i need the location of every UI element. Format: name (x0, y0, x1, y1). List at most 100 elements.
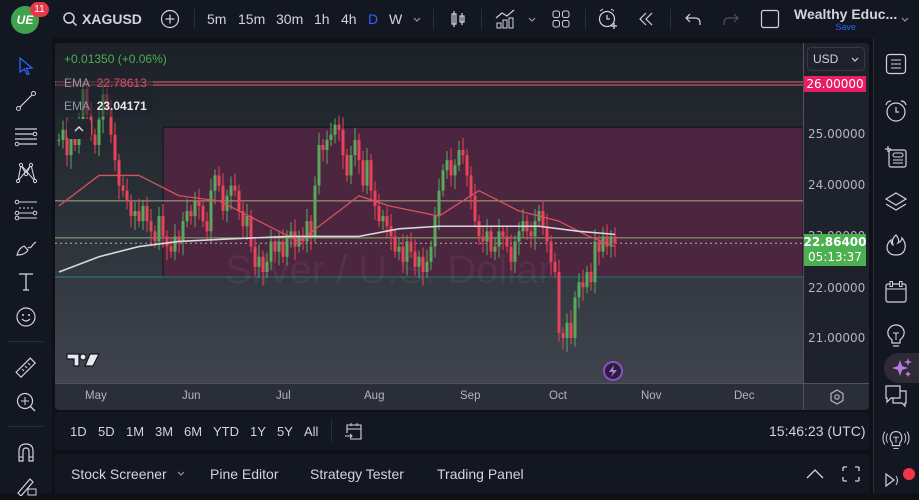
month-label: May (85, 390, 107, 402)
chart-settings-button[interactable] (804, 384, 869, 410)
go-to-date-button[interactable] (344, 412, 364, 450)
magnet-tool[interactable] (12, 438, 40, 466)
date-range-bar: 1D 5D 1M 3M 6M YTD 1Y 5Y All 15:46:23 (U… (55, 412, 869, 450)
cursor-tool[interactable] (12, 52, 40, 80)
divider (670, 9, 671, 29)
lock-drawings-tool[interactable] (12, 472, 40, 500)
tab-strategy-tester[interactable]: Strategy Tester (310, 465, 404, 482)
chart-area[interactable]: Silver / U.S. Dollar +0.01350 (+0.06%) E… (55, 43, 869, 410)
data-window-button[interactable] (882, 143, 910, 171)
text-tool[interactable] (12, 268, 40, 296)
range-ytd[interactable]: YTD (213, 423, 239, 439)
calendar-button[interactable] (882, 278, 910, 306)
media-player-button[interactable] (882, 466, 910, 494)
tab-stock-screener[interactable]: Stock Screener (71, 454, 185, 493)
interval-d[interactable]: D (368, 11, 379, 27)
event-marker[interactable] (603, 361, 623, 381)
undo-icon (685, 13, 701, 25)
utc-clock[interactable]: 15:46:23 (UTC) (769, 423, 866, 439)
price-label: 21.00000 (808, 331, 866, 345)
interval-w[interactable]: W (389, 11, 403, 27)
alert-button[interactable] (597, 0, 619, 38)
rewind-icon (639, 12, 653, 26)
layout-dropdown[interactable] (900, 0, 910, 38)
time-axis[interactable] (55, 384, 803, 410)
range-1y[interactable]: 1Y (250, 423, 266, 439)
redo-button[interactable] (722, 0, 740, 38)
save-button[interactable]: Save (835, 21, 856, 32)
calendar-icon (885, 281, 907, 303)
price-label: 22.00000 (808, 281, 866, 295)
broadcast-bulb-icon (882, 431, 910, 449)
symbol-search[interactable]: XAGUSD (62, 0, 142, 38)
interval-30m[interactable]: 30m (276, 11, 304, 27)
fib-tool[interactable] (12, 196, 40, 224)
ai-assistant-button[interactable] (884, 353, 919, 383)
alerts-button[interactable] (882, 97, 910, 125)
notification-badge: 11 (30, 2, 49, 17)
maximize-panel-button[interactable] (842, 454, 860, 493)
interval-5m[interactable]: 5m (207, 11, 227, 27)
tab-pine-editor[interactable]: Pine Editor (210, 465, 279, 482)
tab-label: Stock Screener (71, 465, 167, 482)
price-chart[interactable]: Silver / U.S. Dollar (55, 43, 869, 410)
tab-trading-panel[interactable]: Trading Panel (437, 465, 524, 482)
compare-button[interactable] (160, 0, 180, 38)
drawing-toolbar (0, 38, 52, 496)
candles-icon (451, 11, 465, 27)
ruler-icon (15, 357, 37, 379)
layout-name-menu[interactable]: Wealthy Educ... Save (794, 0, 897, 38)
undo-button[interactable] (684, 0, 702, 38)
ema-fast-legend[interactable]: EMA 22.78613 (64, 76, 147, 90)
ema-slow-legend[interactable]: EMA 23.04171 (64, 99, 147, 113)
replay-button[interactable] (637, 0, 655, 38)
indicators-button[interactable] (494, 0, 516, 38)
brush-tool[interactable] (12, 233, 40, 261)
range-5d[interactable]: 5D (98, 423, 115, 439)
chevron-down-icon (413, 17, 421, 22)
lightbulb-icon (887, 324, 905, 347)
ema-slow-value: 23.04171 (96, 99, 147, 113)
range-6m[interactable]: 6M (184, 423, 203, 439)
calendar-goto-icon (345, 423, 362, 440)
hotlists-button[interactable] (882, 231, 910, 259)
zoom-tool[interactable] (12, 388, 40, 416)
interval-15m[interactable]: 15m (238, 11, 266, 27)
chats-button[interactable] (882, 382, 910, 410)
chevron-up-icon (74, 126, 84, 132)
watchlist-button[interactable] (882, 50, 910, 78)
currency-select[interactable]: USD (807, 47, 865, 71)
expand-panel-button[interactable] (806, 454, 824, 493)
range-5y[interactable]: 5Y (277, 423, 293, 439)
current-price: 22.86400 (803, 235, 867, 249)
interval-dropdown[interactable] (412, 0, 422, 38)
interval-4h[interactable]: 4h (341, 11, 357, 27)
fullscreen-toggle[interactable] (760, 0, 780, 38)
ideas-button[interactable] (882, 322, 910, 350)
chart-type-button[interactable] (449, 0, 467, 38)
horizontal-lines-tool[interactable] (12, 123, 40, 151)
interval-1h[interactable]: 1h (314, 11, 330, 27)
range-1m[interactable]: 1M (126, 423, 145, 439)
divider (194, 9, 195, 29)
chevron-down-icon (851, 57, 859, 62)
range-all[interactable]: All (304, 423, 319, 439)
range-1d[interactable]: 1D (70, 423, 87, 439)
indicators-dropdown[interactable] (527, 0, 537, 38)
streams-button[interactable] (882, 426, 910, 454)
collapse-legend-button[interactable] (67, 119, 91, 139)
month-label: Dec (734, 390, 755, 402)
layouts-button[interactable] (552, 0, 570, 38)
time-axis-border (55, 383, 869, 384)
emoji-tool[interactable] (12, 303, 40, 331)
currency-label: USD (813, 52, 839, 66)
tradingview-logo[interactable] (66, 352, 100, 368)
range-3m[interactable]: 3M (155, 423, 174, 439)
object-tree-button[interactable] (882, 188, 910, 216)
measure-tool[interactable] (12, 354, 40, 382)
symbol-name: XAGUSD (82, 11, 142, 27)
pattern-tool[interactable] (12, 159, 40, 187)
right-sidebar (873, 38, 919, 493)
trendline-tool[interactable] (12, 87, 40, 115)
lightning-icon (609, 365, 617, 377)
